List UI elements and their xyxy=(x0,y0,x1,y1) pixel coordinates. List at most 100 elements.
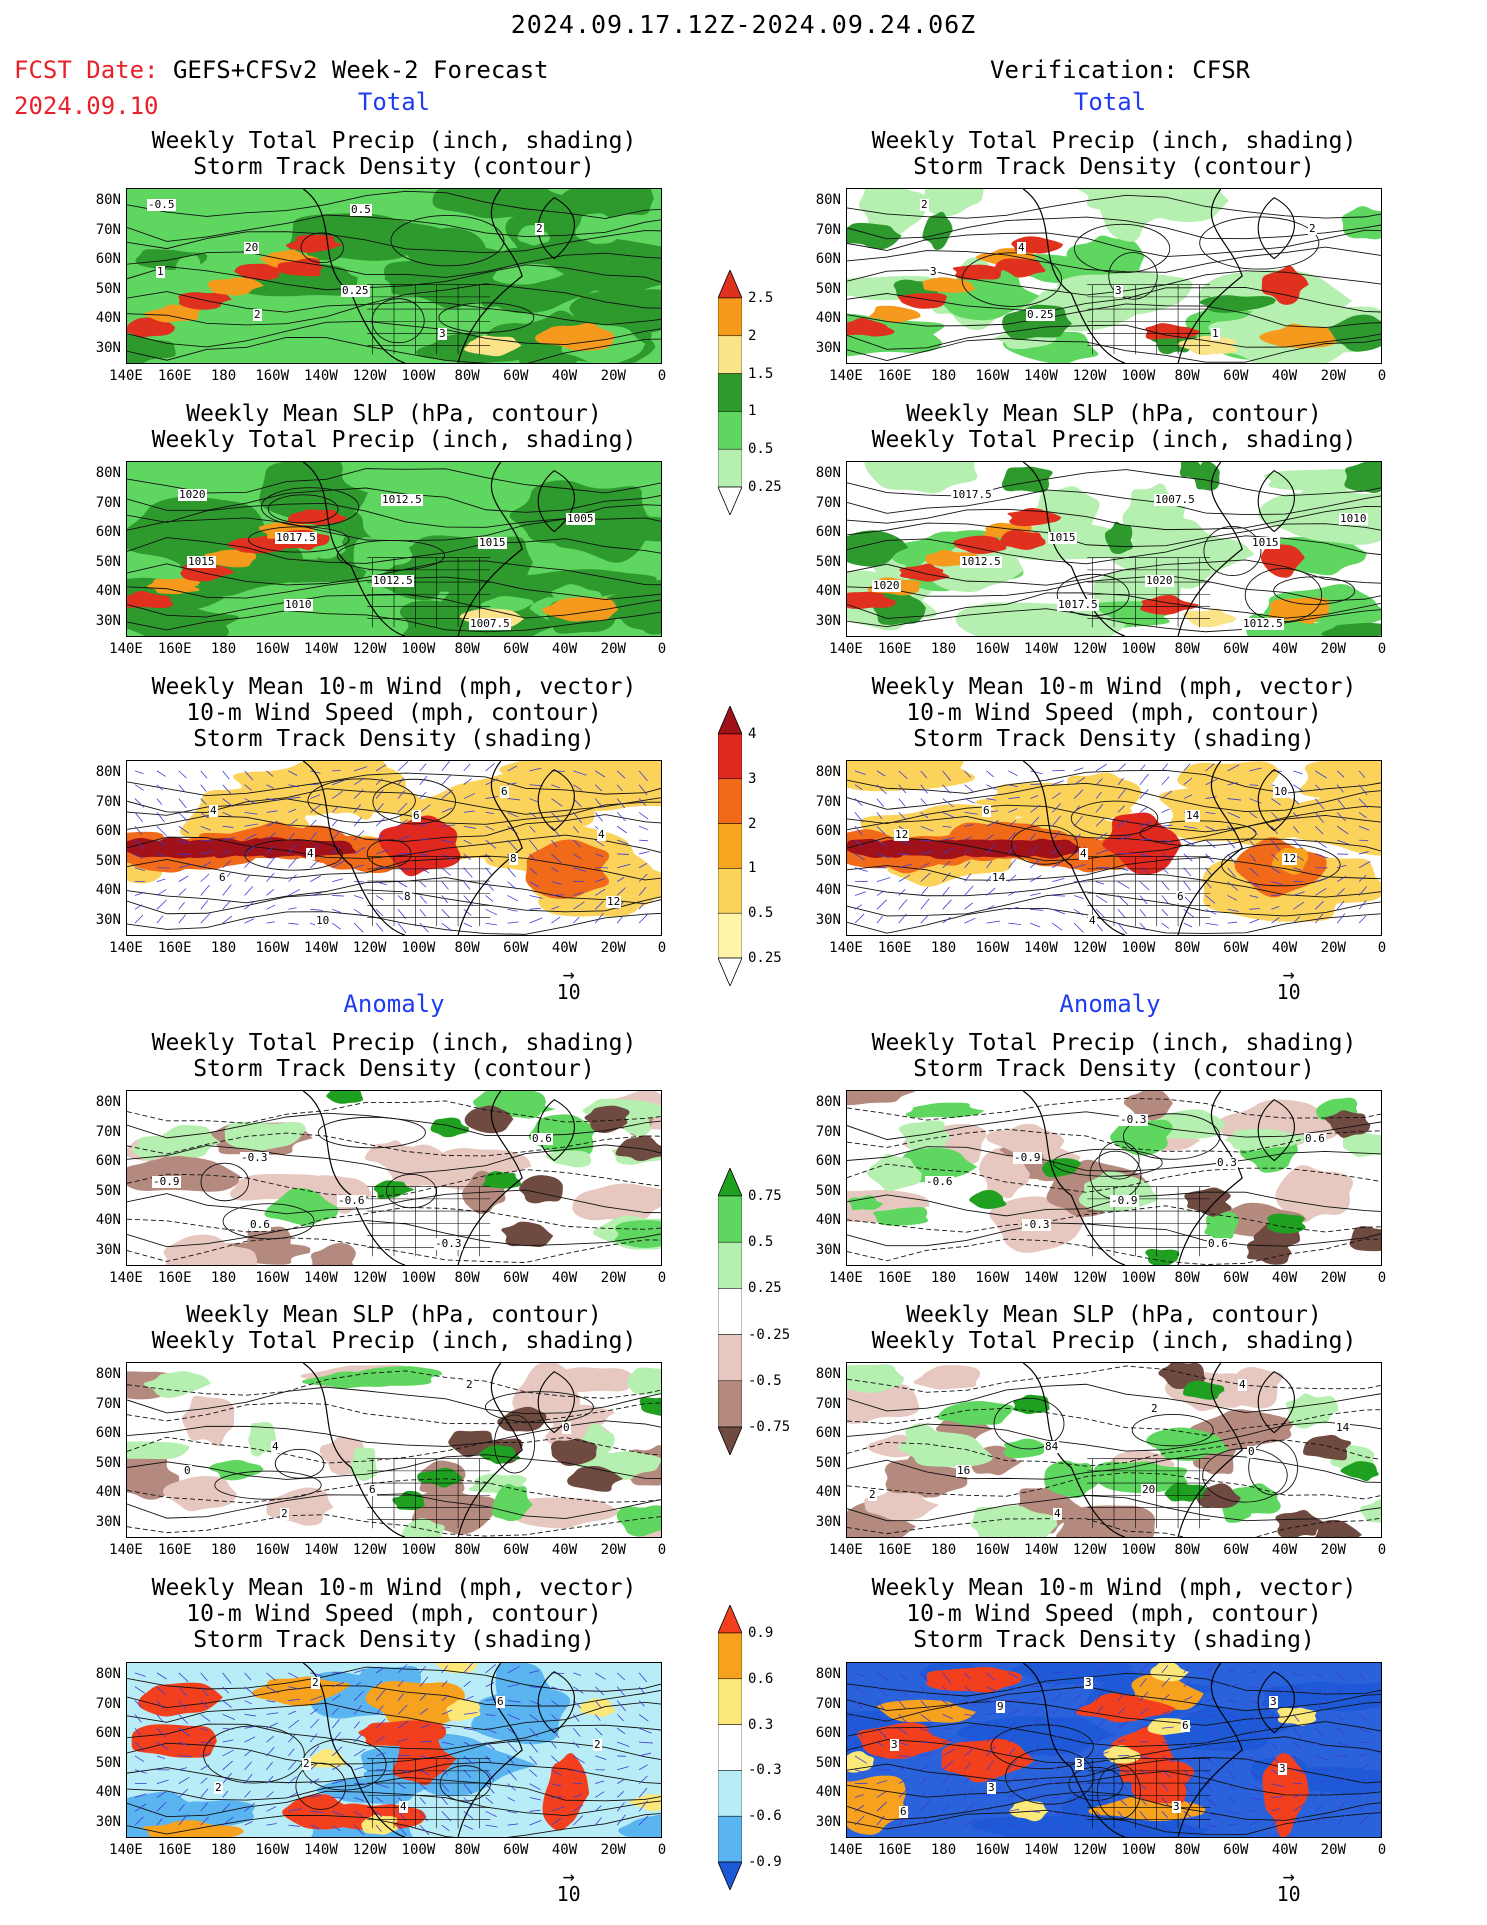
contour-label: 6 xyxy=(899,1805,908,1818)
wind-vector xyxy=(1030,1810,1041,1813)
wind-vector xyxy=(986,820,1000,827)
contour-line xyxy=(847,489,1381,516)
vector-reference-label: 10 xyxy=(1276,980,1301,1004)
wind-vector xyxy=(1271,1807,1280,1812)
wind-vector xyxy=(1095,1736,1105,1743)
wind-vector xyxy=(222,884,232,896)
lon-tick-label: 100W xyxy=(1121,1270,1156,1286)
wind-vector xyxy=(876,1801,887,1812)
wind-vector xyxy=(507,908,518,912)
wind-vector xyxy=(1095,909,1105,918)
wind-vector xyxy=(441,774,452,785)
contour-loop xyxy=(1010,824,1078,865)
wind-vector xyxy=(551,1769,562,1776)
contour-loop xyxy=(1273,576,1356,605)
colorbar-segment xyxy=(718,868,742,914)
contour-loop xyxy=(1070,800,1159,837)
wind-vector xyxy=(397,1824,407,1836)
lon-tick-label: 100W xyxy=(1121,1542,1156,1558)
wind-vector xyxy=(1358,1727,1372,1734)
lon-tick-label: 140W xyxy=(304,641,338,657)
lon-tick-label: 140W xyxy=(1024,368,1058,384)
wind-vector xyxy=(986,1760,994,1771)
wind-vector xyxy=(1161,808,1170,813)
wind-vector xyxy=(1227,812,1241,819)
wind-vector xyxy=(573,901,585,910)
lon-tick-label: 100W xyxy=(401,1270,436,1286)
lat-tick-label: 70N xyxy=(95,1395,121,1412)
wind-vector xyxy=(638,1815,649,1826)
shading-region xyxy=(430,1117,469,1138)
wind-vector xyxy=(1030,908,1044,911)
shading-region xyxy=(905,1102,985,1118)
wind-vector xyxy=(638,1775,648,1784)
wind-vector xyxy=(134,1727,142,1736)
wind-vector xyxy=(463,922,473,928)
contour-label: 8 xyxy=(509,852,518,865)
shading-region xyxy=(847,591,896,609)
colorbar-tick-label: 3 xyxy=(748,770,757,787)
wind-vector xyxy=(441,790,453,799)
wind-vector xyxy=(616,1727,626,1735)
wind-vector xyxy=(178,839,190,845)
wind-vector xyxy=(1052,1693,1063,1701)
wind-vector xyxy=(1008,1722,1017,1729)
wind-vector xyxy=(1315,888,1327,896)
wind-vector xyxy=(485,1824,498,1828)
wind-vector xyxy=(178,770,187,779)
wind-vector xyxy=(854,1794,864,1798)
wind-vector xyxy=(1073,908,1084,916)
wind-vector xyxy=(419,909,427,917)
wind-vector xyxy=(441,1709,453,1715)
wind-vector xyxy=(397,909,407,919)
wind-vector xyxy=(1139,1691,1149,1701)
wind-vector xyxy=(594,798,603,808)
contour-label: 3 xyxy=(987,1781,996,1794)
contour-line xyxy=(127,1776,661,1802)
wind-vector xyxy=(288,922,299,925)
wind-vector xyxy=(463,763,471,772)
wind-vector xyxy=(1052,1810,1061,1815)
shading-region xyxy=(953,535,1007,555)
wind-vector xyxy=(964,812,978,815)
shading-region xyxy=(847,1383,920,1424)
wind-vector xyxy=(1293,1816,1302,1826)
wind-vector xyxy=(419,1755,429,1759)
wind-vector xyxy=(1117,1706,1126,1715)
wind-vector xyxy=(310,783,320,786)
wind-vector xyxy=(156,889,167,896)
lon-tick-label: 80W xyxy=(454,368,480,384)
wind-vector xyxy=(244,1686,256,1696)
wind-vector xyxy=(1052,862,1061,869)
shading-region xyxy=(1344,462,1381,494)
wind-vector xyxy=(222,1714,236,1721)
colorbar-tick-label: 0.25 xyxy=(748,1280,782,1297)
wind-vector xyxy=(310,1733,318,1743)
wind-vector xyxy=(156,784,164,791)
wind-vector xyxy=(1227,1783,1236,1791)
wind-vector xyxy=(200,1714,211,1722)
wind-vector xyxy=(156,770,166,777)
wind-vector xyxy=(1095,1680,1103,1688)
shading-region xyxy=(1246,1237,1292,1265)
wind-vector xyxy=(397,895,405,902)
shading-region xyxy=(145,504,233,531)
wind-vector xyxy=(375,1824,382,1832)
contour-label: 2 xyxy=(465,1378,474,1391)
lon-tick-label: 80W xyxy=(454,1270,480,1286)
contour-line xyxy=(127,1790,661,1818)
wind-vector xyxy=(854,1755,867,1764)
contour-label: 3 xyxy=(1278,1762,1287,1775)
colorbar-tick-label: -0.6 xyxy=(748,1808,782,1825)
wind-vector xyxy=(485,1755,493,1764)
wind-vector xyxy=(964,1700,977,1707)
wind-vector xyxy=(331,819,338,827)
wind-vector xyxy=(573,891,584,896)
lat-tick-label: 80N xyxy=(95,764,121,780)
lon-tick-label: 180 xyxy=(930,1542,957,1558)
wind-vector xyxy=(200,1700,208,1709)
wind-vector xyxy=(1183,777,1193,786)
colorbar-bottom-arrow xyxy=(718,486,742,515)
shading-region xyxy=(353,537,397,575)
wind-vector xyxy=(1271,881,1284,886)
